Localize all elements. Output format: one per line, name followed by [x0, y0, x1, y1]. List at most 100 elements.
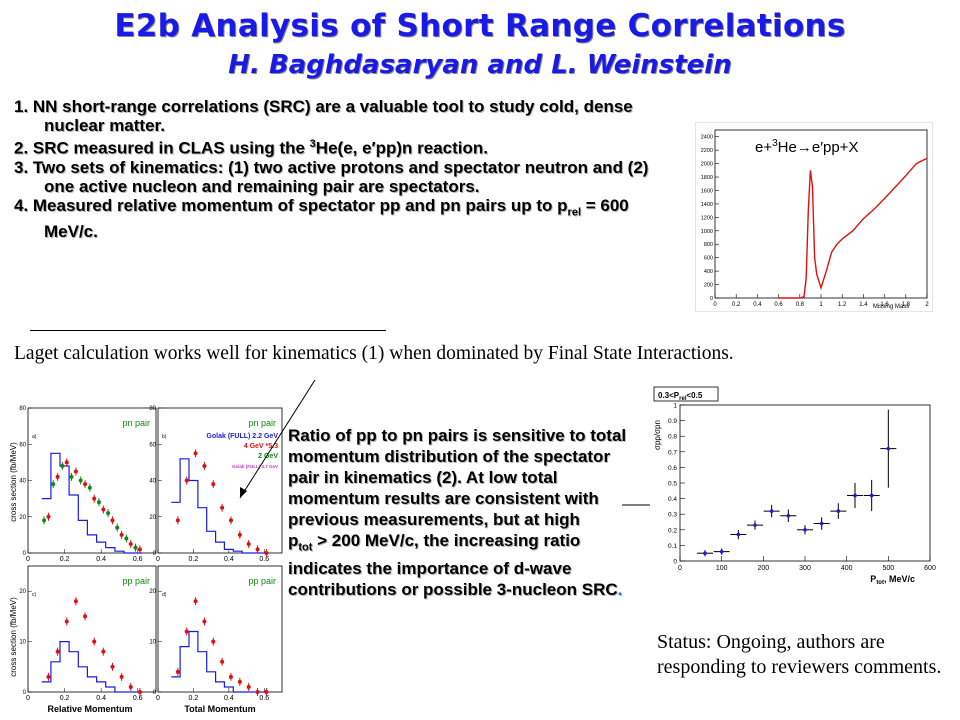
ratio-ytick-label: 0.1: [668, 543, 677, 550]
cross-section-ytick-label: 60: [149, 442, 156, 448]
ratio-xtick-label: 100: [716, 565, 728, 572]
cross-section-panel-tag: c): [32, 592, 37, 598]
ratio-xtick-label: 400: [841, 565, 853, 572]
missing-mass-ytick-label: 200: [704, 283, 713, 289]
missing-mass-xtick-label: 0.4: [753, 302, 762, 308]
ratio-text-end: .: [617, 580, 623, 600]
cross-section-data-point: [119, 674, 124, 679]
ratio-chart-title-post: <0.5: [686, 391, 702, 400]
point-4-subscript: rel: [567, 206, 582, 219]
ratio-text-ptot-sub: tot: [298, 541, 313, 554]
cross-section-data-point: [137, 547, 142, 552]
cross-section-data-point: [42, 518, 47, 523]
cross-section-data-point: [55, 474, 60, 479]
missing-mass-ytick-label: 1600: [701, 188, 713, 194]
cross-section-data-point: [228, 518, 233, 523]
cross-section-xtick-label: 0: [156, 695, 160, 702]
point-1: 1. NN short-range correlations (SRC) are…: [14, 97, 714, 116]
ratio-data-point: [703, 551, 707, 555]
cross-section-data-point: [73, 599, 78, 604]
missing-mass-xtick-label: 0.2: [732, 302, 741, 308]
point-4-text-a: 4. Measured relative momentum of spectat…: [14, 195, 568, 215]
cross-section-xtick-label: 0.2: [60, 695, 70, 702]
cross-section-data-point: [137, 690, 142, 694]
ratio-chart-panel: [650, 383, 940, 588]
missing-mass-ytick-label: 2400: [701, 135, 713, 141]
cross-section-legend-entry: 4 GeV *5.3: [244, 443, 278, 450]
ratio-data-point: [819, 521, 824, 526]
missing-mass-xtick-label: 1: [819, 302, 823, 308]
ratio-chart-xlabel-post: , MeV/c: [884, 574, 915, 584]
ratio-chart-ylabel: σpp/σpn: [653, 420, 662, 450]
slide-authors: H. Baghdasaryan and L. Weinstein: [228, 50, 732, 80]
cross-section-panel: 0 0.2 0.4 0.6 0 10 20 pp pair c): [19, 565, 157, 702]
ratio-ytick-label: 0.7: [668, 449, 677, 456]
ratio-xtick-label: 200: [757, 565, 769, 572]
point-3: 3. Two sets of kinematics: (1) two activ…: [14, 157, 649, 177]
cross-section-panel: 0 0.2 0.4 0.6 0 10 20 pp pair d): [149, 565, 283, 702]
cross-section-data-point: [101, 507, 106, 512]
cross-section-data-point: [60, 464, 65, 468]
cross-section-data-point: [193, 599, 198, 604]
ratio-ytick-label: 0.4: [668, 496, 677, 503]
relative-momentum-xlabel: Relative Momentum: [47, 704, 132, 714]
cross-section-data-point: [175, 669, 180, 674]
missing-mass-ytick-label: 1000: [701, 229, 713, 235]
cross-section-data-point: [175, 518, 180, 523]
cross-section-panel-label: pn pair: [248, 418, 276, 428]
cross-section-data-point: [64, 619, 69, 624]
cross-section-data-point: [202, 464, 207, 468]
cross-section-ylabel-top: cross section (fb/MeV): [9, 442, 18, 522]
cross-section-xtick-label: 0: [26, 556, 30, 563]
ratio-explanation: Ratio of pp to pn pairs is sensitive to …: [288, 425, 633, 600]
cross-section-data-point: [106, 511, 111, 516]
ratio-xtick-label: 300: [799, 565, 811, 572]
point-2-text-b: He(e, e′pp)n reaction.: [315, 138, 489, 158]
cross-section-ytick-label: 80: [149, 406, 156, 412]
cross-section-ytick-label: 20: [19, 515, 26, 521]
cross-section-data-point: [246, 541, 251, 546]
point-2: 2. SRC measured in CLAS using the 3He(e,…: [14, 135, 714, 158]
ratio-data-point: [869, 493, 874, 498]
cross-section-ytick-label: 0: [23, 690, 27, 696]
cross-section-legend-entry: 2 GeV: [258, 453, 278, 460]
cross-section-data-point: [46, 514, 51, 519]
arrow-to-panels-line: [239, 380, 316, 499]
cross-section-data-point: [264, 551, 269, 555]
cross-section-xtick-label: 0.2: [60, 556, 70, 563]
missing-mass-xtick-label: 1.2: [838, 302, 847, 308]
cross-section-ytick-label: 0: [153, 551, 157, 557]
cross-section-ytick-label: 60: [19, 442, 26, 448]
cross-section-xtick-label: 0.6: [259, 556, 269, 563]
cross-section-data-point: [193, 451, 198, 456]
missing-mass-xlabel: Missing Mass: [873, 304, 909, 310]
slide-title: E2b Analysis of Short Range Correlations: [114, 8, 846, 44]
ratio-data-point: [769, 509, 774, 513]
cross-section-panel-tag: d): [162, 592, 167, 598]
cross-section-data-point: [87, 485, 92, 490]
missing-mass-xtick-label: 1.8: [902, 302, 911, 308]
cross-section-panel-label: pp pair: [122, 576, 150, 586]
cross-section-data-point: [73, 469, 78, 474]
ratio-chart-title-box: [653, 386, 719, 402]
missing-mass-xtick-label: 1.6: [880, 302, 889, 308]
ratio-chart: 0.3<Prel<0.5 0 100 200 300 400 500 600 0 0.1 0.2 0…: [650, 383, 940, 588]
missing-mass-ytick-label: 2200: [701, 148, 713, 154]
cross-section-data-point: [78, 478, 83, 483]
reaction-label-post: He→e′pp+X: [778, 139, 859, 156]
point-2-superscript: 3: [309, 138, 316, 150]
cross-section-ytick-label: 0: [23, 551, 27, 557]
status-note: Status: Ongoing, authors are responding …: [657, 631, 942, 678]
cross-section-legend-entry: Golak (FULL) 4.7 GeV: [232, 464, 278, 469]
ratio-ytick-label: 0.3: [668, 512, 677, 519]
cross-section-xtick-label: 0: [156, 556, 160, 563]
cross-section-histogram: [41, 452, 143, 554]
cross-section-panel-tag: a): [32, 434, 37, 440]
cross-section-data-point: [92, 639, 97, 644]
ratio-ytick-label: 0.5: [668, 481, 677, 488]
point-3-cont: one active nucleon and remaining pair ar…: [44, 176, 480, 196]
ratio-data-point: [786, 513, 791, 518]
cross-section-data-point: [255, 547, 260, 552]
missing-mass-ytick-label: 600: [704, 256, 713, 262]
cross-section-panel: 0 0.2 0.4 0.6 0 20 40 60 80 pn pair a): [19, 406, 157, 563]
